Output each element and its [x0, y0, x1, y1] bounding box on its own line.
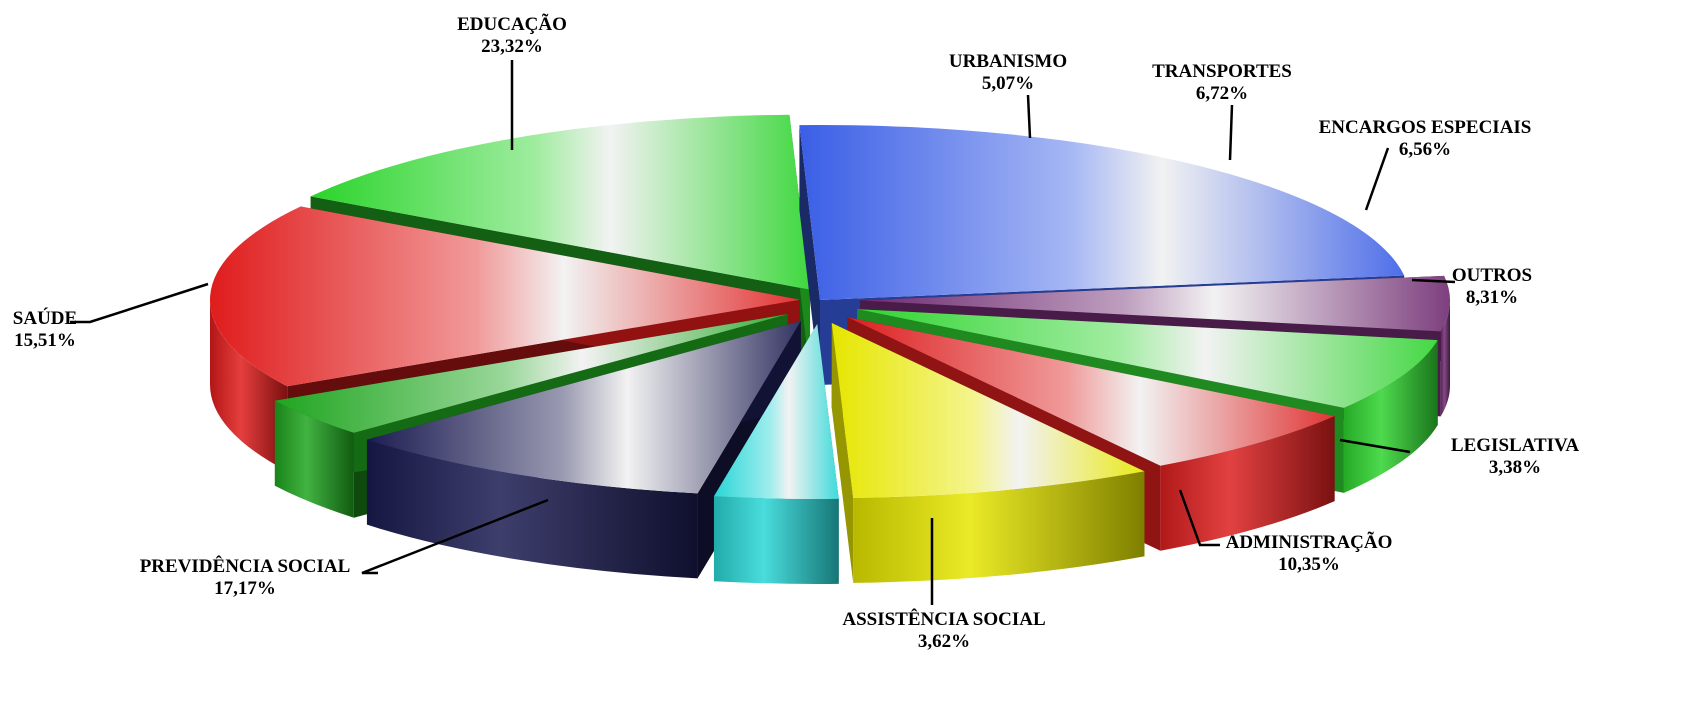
pie-slice-4 [831, 322, 1145, 583]
percent-label: 23,32% [481, 36, 543, 57]
leader-line-3 [1364, 147, 1390, 211]
category-label: LEGISLATIVA [1451, 435, 1579, 456]
leader-line-8 [361, 498, 549, 575]
category-label: OUTROS [1452, 265, 1532, 286]
leader-line-6 [1178, 489, 1220, 547]
percent-label: 3,38% [1489, 457, 1541, 478]
leader-line-2 [1228, 104, 1234, 161]
leader-line-4 [1411, 278, 1456, 284]
category-label: ADMINISTRAÇÃO [1226, 531, 1393, 553]
category-label: ENCARGOS ESPECIAIS [1319, 117, 1532, 138]
category-label: SAÚDE [13, 307, 77, 329]
category-label: TRANSPORTES [1152, 61, 1292, 82]
percent-label: 6,72% [1196, 83, 1248, 104]
category-label: ASSISTÊNCIA SOCIAL [842, 608, 1045, 630]
percent-label: 5,07% [982, 73, 1034, 94]
percent-label: 8,31% [1466, 287, 1518, 308]
category-label: PREVIDÊNCIA SOCIAL [140, 555, 351, 577]
percent-label: 15,51% [14, 330, 76, 351]
percent-label: 10,35% [1278, 554, 1340, 575]
leader-line-1 [1026, 94, 1032, 139]
leader-line-5 [1339, 438, 1411, 454]
percent-label: 6,56% [1399, 139, 1451, 160]
category-label: URBANISMO [949, 51, 1067, 72]
category-label: EDUCAÇÃO [457, 13, 567, 35]
percent-label: 17,17% [214, 578, 276, 599]
percent-label: 3,62% [918, 631, 970, 652]
leader-line-9 [70, 282, 209, 324]
pie-slice-5 [713, 323, 839, 584]
